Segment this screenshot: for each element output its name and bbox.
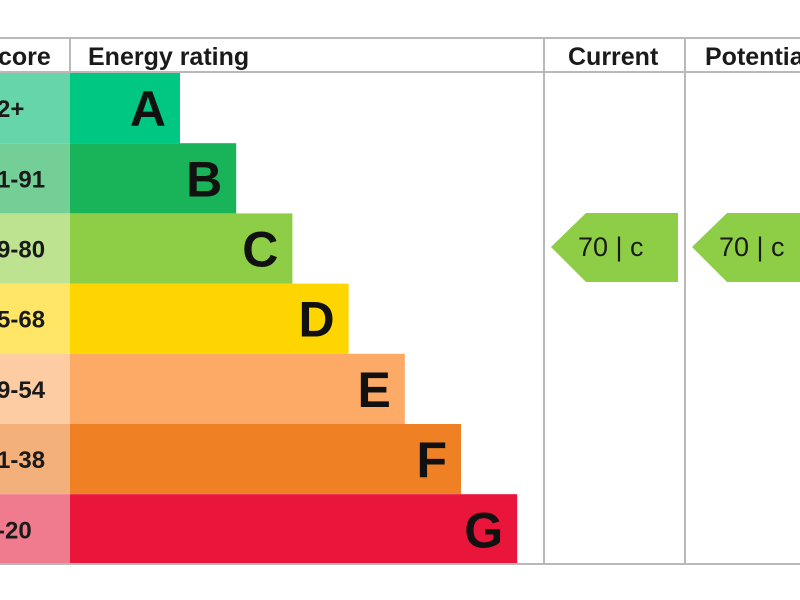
score-cell-a: [0, 73, 70, 144]
header-energy-rating: Energy rating: [88, 43, 249, 71]
score-cell-c: [0, 213, 70, 284]
band-e: 9-54 E: [0, 353, 405, 424]
header-score: core: [0, 43, 51, 71]
band-bar-a: [70, 73, 180, 144]
score-label-c: 9-80: [0, 237, 45, 264]
score-label-f: 1-38: [0, 447, 45, 474]
current-rating-arrow: [551, 213, 678, 282]
band-letter-b: B: [186, 151, 222, 207]
header-potential: Potentia: [705, 43, 800, 71]
band-bar-d: [70, 283, 349, 354]
header-row: core Energy rating Current Potentia: [0, 43, 800, 71]
score-cell-g: [0, 494, 70, 565]
score-cell-d: [0, 283, 70, 354]
band-letter-d: D: [298, 292, 334, 348]
band-letter-a: A: [130, 81, 166, 137]
current-rating-marker: 70 | c: [551, 213, 678, 282]
band-d: 5-68 D: [0, 283, 349, 354]
score-label-g: -20: [0, 517, 32, 544]
score-cell-b: [0, 143, 70, 214]
band-letter-c: C: [242, 222, 278, 278]
band-bar-g: [70, 494, 518, 565]
band-a: 2+ A: [0, 73, 180, 144]
band-letter-f: F: [416, 432, 447, 488]
band-bar-e: [70, 353, 405, 424]
band-letter-g: G: [464, 502, 503, 558]
potential-rating-text: 70 | c: [719, 232, 785, 262]
score-cell-f: [0, 424, 70, 495]
band-bar-f: [70, 424, 461, 495]
bands-layer: 2+ A 1-91 B 9-80 C 5-68 D 9-54 E 1-38 F -20 G: [0, 73, 518, 565]
band-letter-e: E: [357, 362, 390, 418]
band-bar-c: [70, 213, 293, 284]
score-label-a: 2+: [0, 96, 24, 123]
band-g: -20 G: [0, 494, 518, 565]
header-current: Current: [568, 43, 659, 71]
score-cell-e: [0, 353, 70, 424]
score-label-e: 9-54: [0, 377, 46, 404]
current-rating-text: 70 | c: [578, 232, 644, 262]
band-b: 1-91 B: [0, 143, 237, 214]
band-f: 1-38 F: [0, 424, 461, 495]
score-label-d: 5-68: [0, 307, 45, 334]
score-label-b: 1-91: [0, 166, 45, 193]
potential-rating-arrow: [692, 213, 800, 282]
grid-lines: [0, 37, 800, 565]
band-c: 9-80 C: [0, 213, 293, 284]
band-bar-b: [70, 143, 237, 214]
potential-rating-marker: 70 | c: [692, 213, 800, 282]
